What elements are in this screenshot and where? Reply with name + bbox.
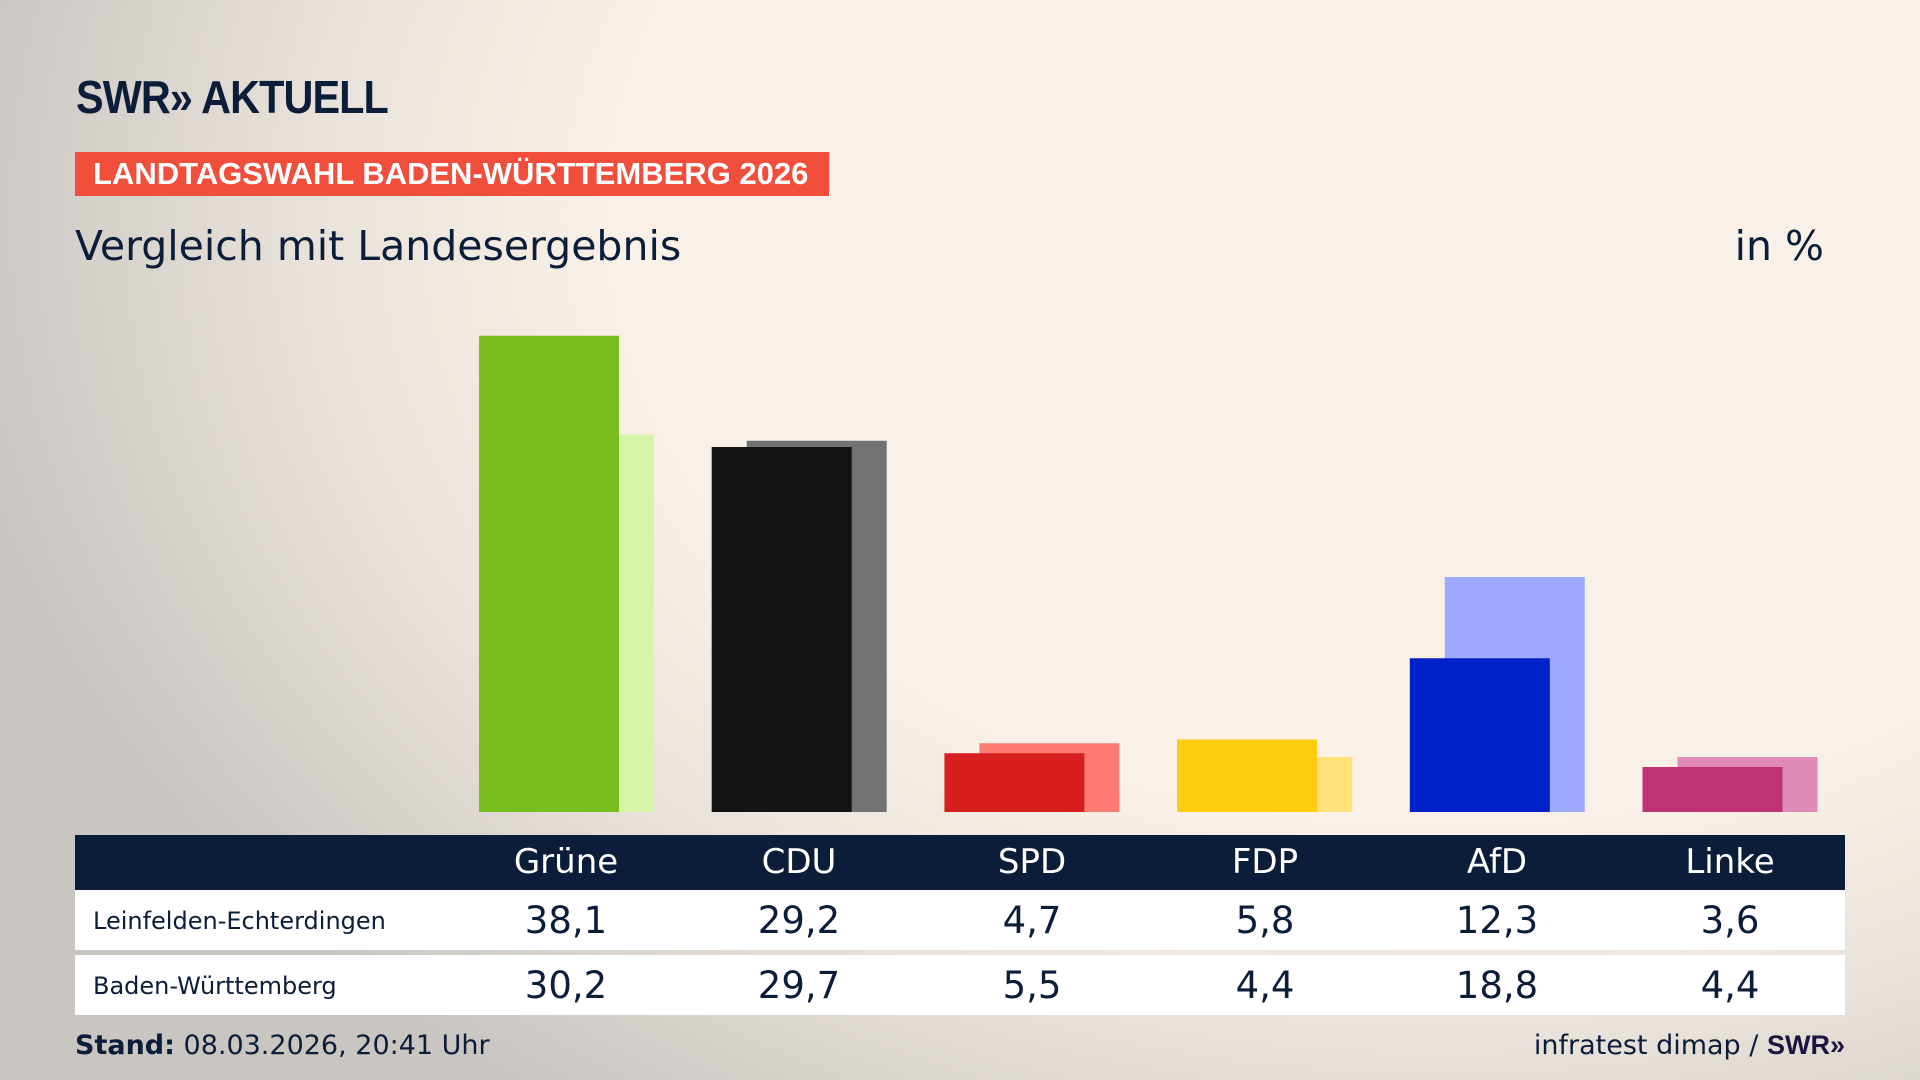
value-cell: 12,3 (1455, 899, 1539, 942)
header-cdu: CDU (761, 842, 837, 882)
value-cell: 18,8 (1455, 964, 1539, 1007)
table-header: Grüne CDU SPD FDP AfD Linke (75, 835, 1845, 890)
unit-label: in % (1734, 222, 1824, 270)
row-label: Leinfelden-Echterdingen (93, 907, 386, 935)
bar-afd-local (1409, 658, 1550, 812)
header-gruene: Grüne (513, 842, 619, 882)
stand-value: 08.03.2026, 20:41 Uhr (183, 1030, 490, 1061)
header-fdp: FDP (1231, 842, 1299, 882)
source-text: infratest dimap / (1533, 1030, 1759, 1061)
header-linke: Linke (1685, 842, 1775, 882)
election-banner: LANDTAGSWAHL BADEN-WÜRTTEMBERG 2026 (75, 152, 829, 196)
bar-gruene-local (479, 335, 619, 812)
results-table: Grüne CDU SPD FDP AfD Linke Leinfelden-E… (75, 835, 1845, 1015)
bar-spd-local (944, 753, 1085, 812)
value-cell: 4,7 (1002, 899, 1062, 942)
value-cell: 29,2 (757, 899, 841, 942)
header-spd: SPD (997, 842, 1067, 882)
bar-cdu-local (711, 447, 852, 812)
value-cell: 5,5 (1002, 964, 1062, 1007)
header-afd: AfD (1466, 842, 1528, 882)
table-row: Baden-Württemberg 30,2 29,7 5,5 4,4 18,8… (75, 955, 1845, 1015)
value-cell: 30,2 (524, 964, 608, 1007)
stand-label: Stand: (75, 1030, 175, 1061)
value-cell: 4,4 (1700, 964, 1760, 1007)
value-cell: 4,4 (1235, 964, 1295, 1007)
bar-linke-local (1642, 767, 1783, 812)
chart-subtitle: Vergleich mit Landesergebnis (75, 222, 682, 270)
timestamp: Stand: 08.03.2026, 20:41 Uhr (75, 1030, 490, 1061)
source: infratest dimap / SWR» (1534, 1030, 1845, 1061)
bar-chart (479, 335, 1818, 812)
value-cell: 5,8 (1235, 899, 1295, 942)
value-cell: 29,7 (757, 964, 841, 1007)
swr-logo: SWR» (1766, 1030, 1845, 1060)
swr-aktuell-logo: SWR» AKTUELL (76, 71, 389, 123)
row-label: Baden-Württemberg (93, 972, 337, 1000)
bar-fdp-local (1177, 739, 1318, 812)
value-cell: 38,1 (524, 899, 608, 942)
table-row: Leinfelden-Echterdingen 38,1 29,2 4,7 5,… (75, 890, 1845, 950)
value-cell: 3,6 (1700, 899, 1760, 942)
